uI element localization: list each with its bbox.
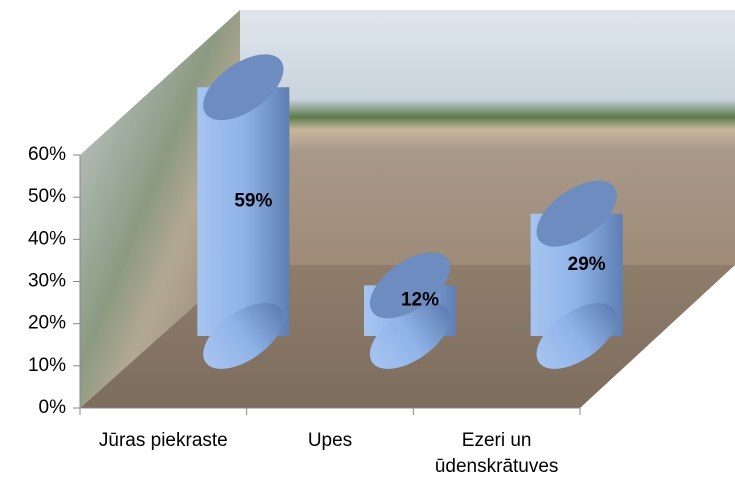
cylinder-top — [536, 180, 617, 247]
x-tick-label: Ezeri un ūdenskrātuves — [434, 430, 559, 477]
back-wall — [240, 10, 735, 265]
y-tick-label: 40% — [28, 228, 66, 249]
cylinder-bottom-front — [369, 303, 451, 369]
cylinder — [364, 252, 456, 369]
cylinder-bottom-front — [536, 303, 617, 369]
x-tick-label: Jūras piekraste — [98, 430, 228, 451]
y-tick-label: 50% — [28, 186, 66, 207]
x-tick-label: Upes — [307, 430, 353, 451]
y-tick-label: 10% — [28, 355, 66, 376]
value-label: 59% — [234, 191, 272, 212]
y-tick-label: 0% — [39, 397, 67, 418]
y-tick-label: 60% — [28, 144, 66, 165]
cylinder-top — [369, 252, 451, 319]
bar — [197, 87, 290, 336]
cylinder — [197, 54, 290, 369]
y-tick-label: 20% — [28, 313, 66, 334]
value-label: 12% — [401, 290, 439, 311]
cylinder-top — [203, 54, 284, 121]
y-tick-label: 30% — [28, 271, 66, 292]
value-label: 29% — [568, 254, 606, 275]
cylinder — [530, 180, 623, 369]
cylinder-bottom-front — [203, 303, 284, 369]
